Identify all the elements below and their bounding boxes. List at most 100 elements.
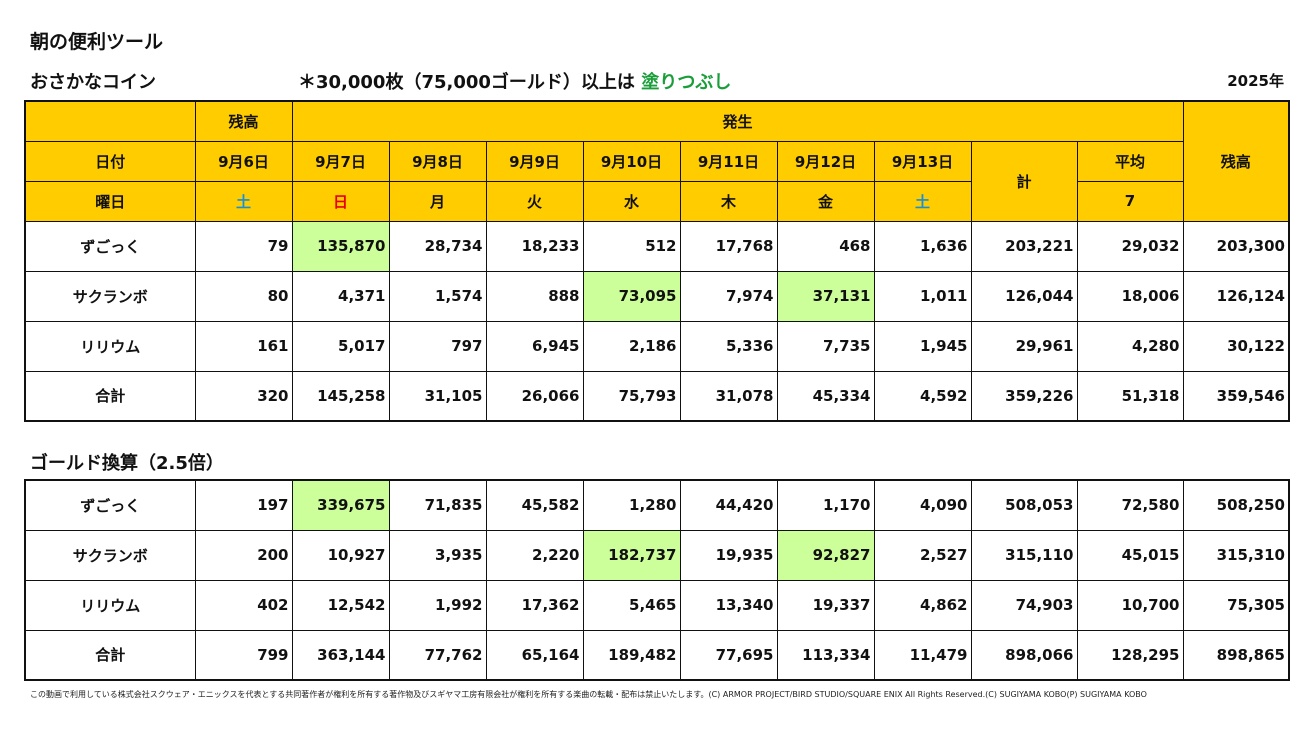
header-average: 平均 [1076, 140, 1184, 182]
weekday-cell: 土 [873, 180, 972, 222]
value-cell: 45,015 [1076, 529, 1184, 581]
value-cell: 1,011 [873, 270, 972, 322]
value-cell: 71,835 [388, 479, 487, 531]
row-name: 合計 [24, 370, 196, 422]
table-row: ずごっく 79 135,870 28,734 18,233 512 17,768… [24, 220, 1290, 272]
value-cell: 31,105 [388, 370, 487, 422]
value-cell: 200 [194, 529, 293, 581]
highlight-note: ＊30,000枚（75,000ゴールド）以上は 塗りつぶし [298, 68, 731, 94]
value-cell: 19,337 [776, 579, 875, 631]
header-date: 日付 [24, 140, 196, 182]
year-label: 2025年 [1227, 72, 1284, 90]
value-cell: 1,636 [873, 220, 972, 272]
value-cell: 799 [194, 629, 293, 681]
value-cell: 26,066 [485, 370, 584, 422]
value-cell: 359,546 [1182, 370, 1290, 422]
value-cell: 5,336 [679, 320, 778, 372]
value-cell: 203,300 [1182, 220, 1290, 272]
date-cell: 9月9日 [485, 140, 584, 182]
value-cell: 12,542 [291, 579, 390, 631]
value-cell: 359,226 [970, 370, 1078, 422]
value-cell: 11,479 [873, 629, 972, 681]
value-cell: 888 [485, 270, 584, 322]
header-total: 計 [970, 140, 1078, 222]
date-cell: 9月11日 [679, 140, 778, 182]
table-row: サクランボ 80 4,371 1,574 888 73,095 7,974 37… [24, 270, 1290, 322]
value-cell: 51,318 [1076, 370, 1184, 422]
weekday-cell: 火 [485, 180, 584, 222]
value-cell: 17,362 [485, 579, 584, 631]
value-cell: 92,827 [776, 529, 875, 581]
weekday-cell: 日 [291, 180, 390, 222]
value-cell: 45,334 [776, 370, 875, 422]
total-row: 合計 799 363,144 77,762 65,164 189,482 77,… [24, 629, 1290, 681]
value-cell: 4,592 [873, 370, 972, 422]
value-cell: 65,164 [485, 629, 584, 681]
row-name: リリウム [24, 320, 196, 372]
coin-table: 残高 発生 残高 日付 9月6日 9月7日 9月8日 9月9日 9月10日 9月… [24, 100, 1290, 422]
value-cell: 75,793 [582, 370, 681, 422]
note-text: ＊30,000枚（75,000ゴールド）以上は [298, 72, 635, 93]
value-cell: 77,695 [679, 629, 778, 681]
value-cell: 145,258 [291, 370, 390, 422]
header-balance-start: 残高 [194, 100, 293, 142]
total-row: 合計 320 145,258 31,105 26,066 75,793 31,0… [24, 370, 1290, 422]
weekday-cell: 月 [388, 180, 487, 222]
value-cell: 135,870 [291, 220, 390, 272]
value-cell: 7,735 [776, 320, 875, 372]
date-cell: 9月6日 [194, 140, 293, 182]
header-blank [24, 100, 196, 142]
date-cell: 9月13日 [873, 140, 972, 182]
value-cell: 5,017 [291, 320, 390, 372]
copyright-notice: この動画で利用している株式会社スクウェア・エニックスを代表とする共同著作者が権利… [30, 690, 1147, 699]
value-cell: 4,090 [873, 479, 972, 531]
value-cell: 4,862 [873, 579, 972, 631]
value-cell: 18,233 [485, 220, 584, 272]
value-cell: 29,032 [1076, 220, 1184, 272]
value-cell: 13,340 [679, 579, 778, 631]
table-row: サクランボ 200 10,927 3,935 2,220 182,737 19,… [24, 529, 1290, 581]
value-cell: 72,580 [1076, 479, 1184, 531]
weekday-cell: 土 [194, 180, 293, 222]
header-weekday: 曜日 [24, 180, 196, 222]
value-cell: 2,186 [582, 320, 681, 372]
value-cell: 203,221 [970, 220, 1078, 272]
value-cell: 898,066 [970, 629, 1078, 681]
row-name: ずごっく [24, 479, 196, 531]
value-cell: 898,865 [1182, 629, 1290, 681]
value-cell: 18,006 [1076, 270, 1184, 322]
value-cell: 315,310 [1182, 529, 1290, 581]
row-name: サクランボ [24, 529, 196, 581]
value-cell: 402 [194, 579, 293, 631]
value-cell: 29,961 [970, 320, 1078, 372]
value-cell: 73,095 [582, 270, 681, 322]
table-row: リリウム 402 12,542 1,992 17,362 5,465 13,34… [24, 579, 1290, 631]
value-cell: 161 [194, 320, 293, 372]
value-cell: 126,044 [970, 270, 1078, 322]
value-cell: 508,250 [1182, 479, 1290, 531]
value-cell: 339,675 [291, 479, 390, 531]
value-cell: 2,527 [873, 529, 972, 581]
date-cell: 9月7日 [291, 140, 390, 182]
value-cell: 1,945 [873, 320, 972, 372]
value-cell: 7,974 [679, 270, 778, 322]
value-cell: 3,935 [388, 529, 487, 581]
value-cell: 1,574 [388, 270, 487, 322]
value-cell: 1,992 [388, 579, 487, 631]
value-cell: 128,295 [1076, 629, 1184, 681]
page-title: 朝の便利ツール [30, 31, 164, 53]
row-name: サクランボ [24, 270, 196, 322]
value-cell: 4,280 [1076, 320, 1184, 372]
note-highlight-word: 塗りつぶし [641, 72, 732, 93]
header-occurrence: 発生 [291, 100, 1184, 142]
table-row: ずごっく 197 339,675 71,835 45,582 1,280 44,… [24, 479, 1290, 531]
value-cell: 45,582 [485, 479, 584, 531]
value-cell: 77,762 [388, 629, 487, 681]
value-cell: 75,305 [1182, 579, 1290, 631]
value-cell: 5,465 [582, 579, 681, 631]
section-title: おさかなコイン [30, 72, 156, 93]
value-cell: 197 [194, 479, 293, 531]
value-cell: 468 [776, 220, 875, 272]
value-cell: 31,078 [679, 370, 778, 422]
value-cell: 19,935 [679, 529, 778, 581]
